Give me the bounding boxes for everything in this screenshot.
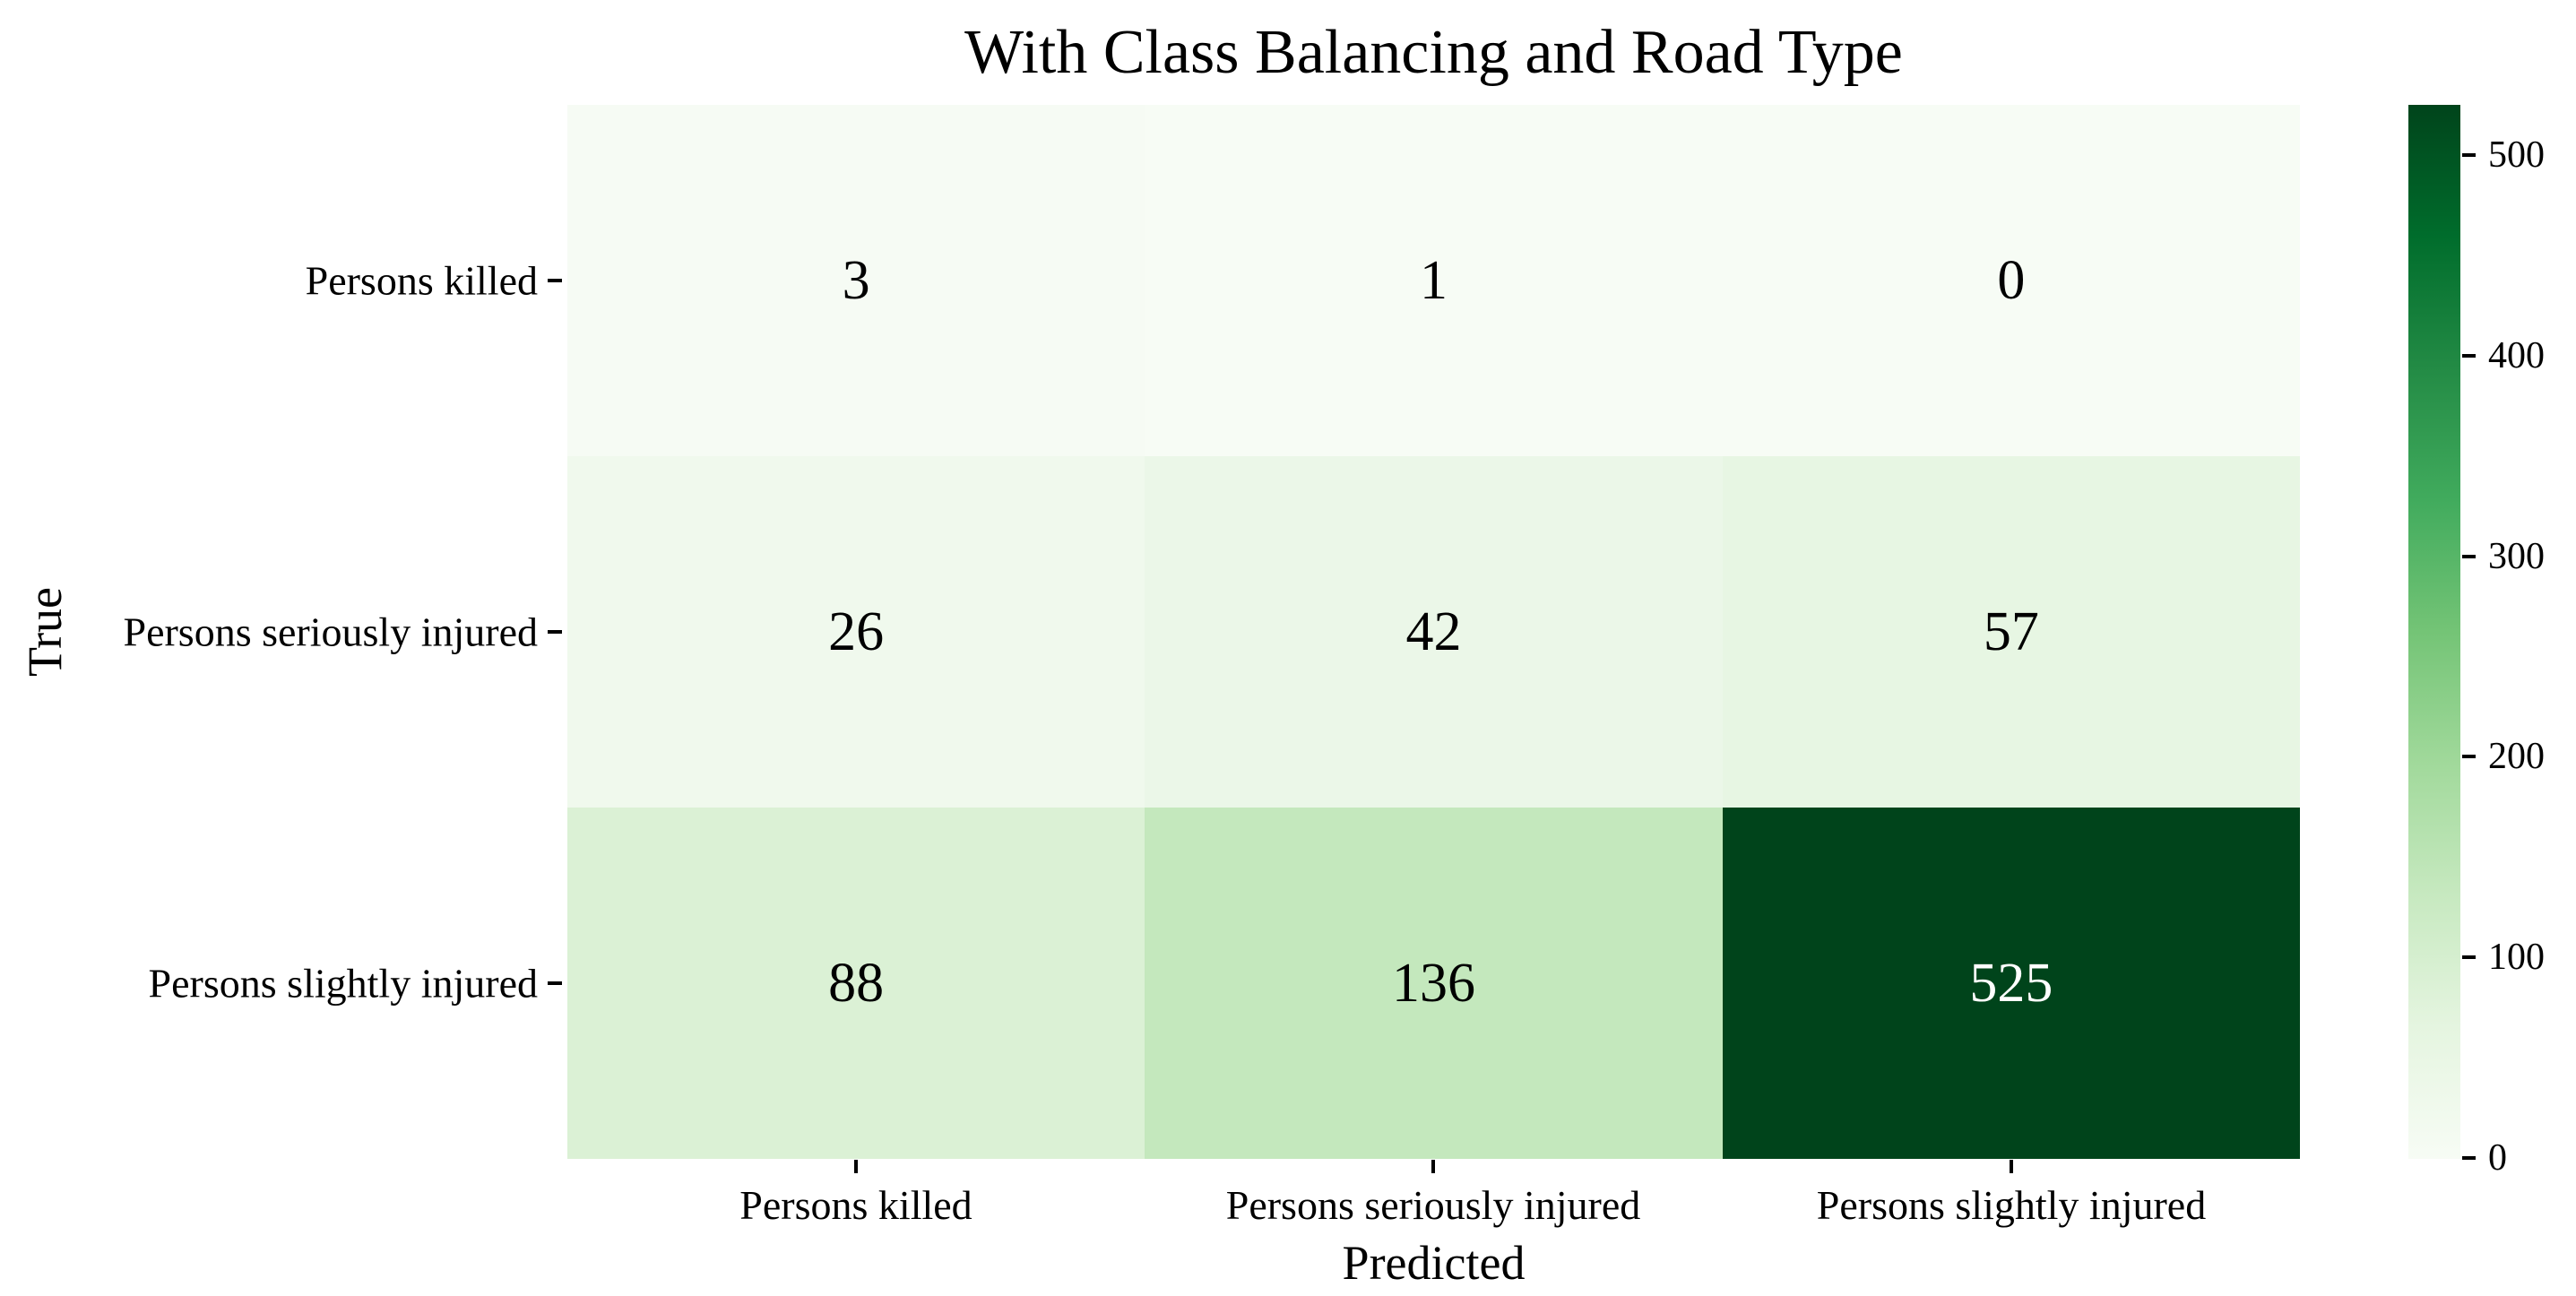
x-tick-label-persons-seriously-injured: Persons seriously injured <box>1225 1182 1641 1228</box>
x-tick-mark <box>2010 1160 2013 1173</box>
colorbar-tick-mark <box>2462 755 2476 758</box>
y-tick-mark <box>548 279 562 282</box>
heatmap-cell: 0 <box>1722 105 2300 456</box>
colorbar-gradient <box>2408 105 2460 1159</box>
heatmap-grid: 3 1 0 26 42 57 88 136 525 <box>567 105 2300 1159</box>
colorbar-tick-mark <box>2462 1156 2476 1160</box>
heatmap-cell: 3 <box>567 105 1145 456</box>
heatmap-cell: 136 <box>1145 808 1723 1159</box>
colorbar-tick-label: 100 <box>2488 937 2545 978</box>
heatmap-cell: 525 <box>1722 808 2300 1159</box>
x-tick-mark <box>854 1160 858 1173</box>
y-tick-mark <box>548 981 562 985</box>
y-tick-label-persons-killed: Persons killed <box>305 257 538 304</box>
heatmap-cell: 57 <box>1722 456 2300 808</box>
colorbar-tick-mark <box>2462 354 2476 358</box>
x-tick-label-persons-slightly-injured: Persons slightly injured <box>1816 1182 2207 1228</box>
colorbar-tick-label: 500 <box>2488 134 2545 176</box>
colorbar-tick-mark <box>2462 955 2476 959</box>
colorbar-tick-mark <box>2462 153 2476 157</box>
heatmap-cell: 42 <box>1145 456 1723 808</box>
colorbar-tick-label: 0 <box>2488 1137 2507 1179</box>
colorbar-tick-label: 400 <box>2488 335 2545 376</box>
chart-title: With Class Balancing and Road Type <box>964 18 1903 87</box>
y-tick-label-persons-seriously-injured: Persons seriously injured <box>123 609 538 655</box>
heatmap-cell: 88 <box>567 808 1145 1159</box>
heatmap-cell: 26 <box>567 456 1145 808</box>
colorbar-tick-label: 300 <box>2488 536 2545 577</box>
y-tick-mark <box>548 630 562 634</box>
x-tick-mark <box>1431 1160 1435 1173</box>
y-tick-label-persons-slightly-injured: Persons slightly injured <box>148 960 538 1007</box>
x-axis-label: Predicted <box>1342 1236 1526 1290</box>
colorbar-tick-label: 200 <box>2488 736 2545 777</box>
x-tick-label-persons-killed: Persons killed <box>739 1182 972 1228</box>
colorbar-tick-mark <box>2462 555 2476 558</box>
heatmap-cell: 1 <box>1145 105 1723 456</box>
